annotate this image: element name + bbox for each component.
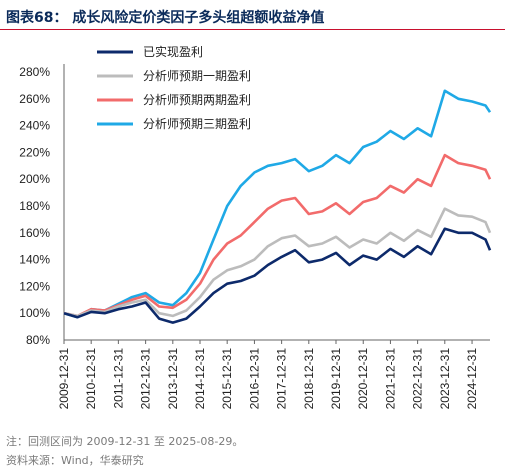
x-tick-label: 2016-12-31 <box>247 348 261 410</box>
y-tick-label: 160% <box>19 226 50 240</box>
x-tick-label: 2021-12-31 <box>383 348 397 410</box>
figure-title: 图表68： 成长风险定价类因子多头组超额收益净值 <box>6 7 324 27</box>
figure-title-text: 成长风险定价类因子多头组超额收益净值 <box>72 10 325 26</box>
y-tick-label: 240% <box>19 119 50 133</box>
x-tick-label: 2023-12-31 <box>438 348 452 410</box>
y-tick-label: 220% <box>19 145 50 159</box>
figure-number: 图表68： <box>6 10 68 26</box>
x-tick-label: 2014-12-31 <box>193 348 207 410</box>
series-line-1 <box>63 227 492 324</box>
series-line-2 <box>63 207 492 318</box>
y-tick-label: 80% <box>26 333 50 347</box>
title-rule <box>0 29 505 30</box>
x-tick-label: 2024-12-31 <box>465 348 479 410</box>
x-tick-label: 2015-12-31 <box>220 348 234 410</box>
y-tick-label: 100% <box>19 306 50 320</box>
legend-label: 分析师预期一期盈利 <box>143 69 251 83</box>
backtest-note: 注：回测区间为 2009-12-31 至 2025-08-29。 <box>6 435 244 448</box>
y-tick-label: 280% <box>19 65 50 79</box>
legend-label: 分析师预期两期盈利 <box>143 93 251 107</box>
legend-label: 已实现盈利 <box>143 44 203 59</box>
line-chart: 80% 100% 120% 140% 160% 180% 200% 220% 240% 260% 2… <box>19 44 492 410</box>
footnotes: 注：回测区间为 2009-12-31 至 2025-08-29。 资料来源：Wi… <box>6 432 243 470</box>
x-tick-label: 2017-12-31 <box>275 348 289 410</box>
series-line-4 <box>63 89 492 319</box>
y-tick-label: 200% <box>19 172 50 186</box>
y-tick-label: 180% <box>19 199 50 213</box>
y-tick-label: 260% <box>19 92 50 106</box>
series-line-3 <box>63 153 492 318</box>
x-tick-label: 2009-12-31 <box>57 348 71 410</box>
x-tick-label: 2013-12-31 <box>166 348 180 410</box>
legend-label: 分析师预期三期盈利 <box>143 117 251 131</box>
x-tick-label: 2010-12-31 <box>84 348 98 410</box>
y-tick-label: 120% <box>19 279 50 293</box>
x-tick-label: 2019-12-31 <box>329 348 343 410</box>
x-tick-label: 2022-12-31 <box>411 348 425 410</box>
x-tick-label: 2011-12-31 <box>111 348 125 409</box>
source-note: 资料来源：Wind，华泰研究 <box>6 454 144 467</box>
x-tick-label: 2012-12-31 <box>139 348 153 410</box>
x-tick-label: 2020-12-31 <box>356 348 370 410</box>
y-tick-label: 140% <box>19 253 50 267</box>
x-tick-label: 2018-12-31 <box>302 348 316 410</box>
